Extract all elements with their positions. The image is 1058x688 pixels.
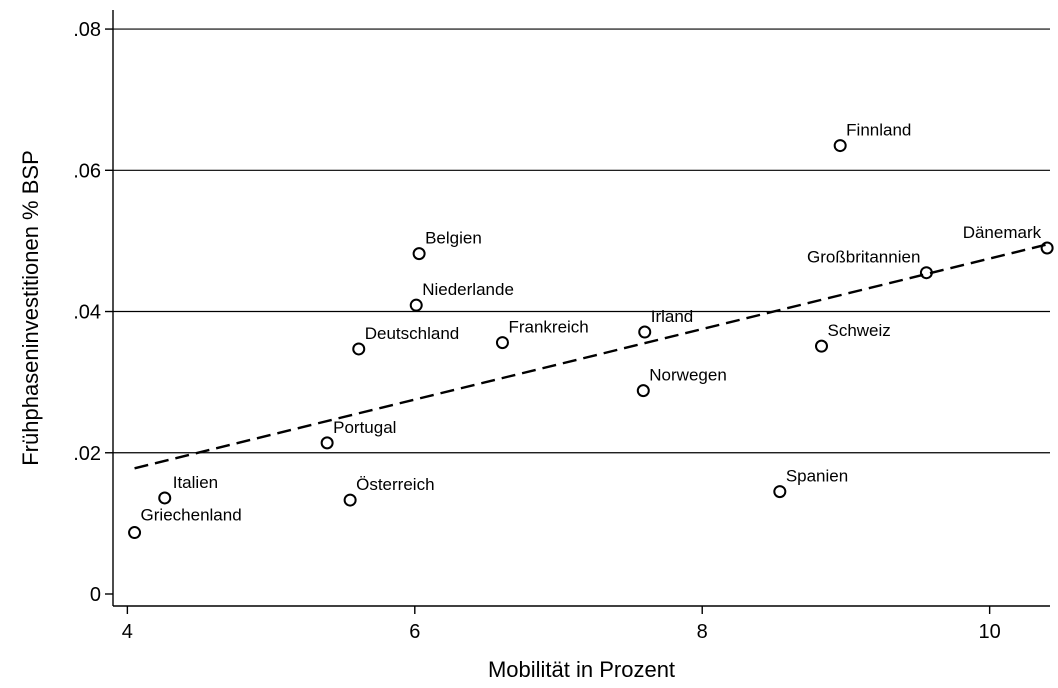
point-label: Österreich [356,475,434,494]
point-label: Finnland [846,121,911,140]
data-point [128,526,142,540]
x-tick-label: 6 [409,621,420,643]
y-tick-label: .06 [73,160,101,182]
point-label: Portugal [333,418,396,437]
y-tick-label: .02 [73,443,101,465]
data-points [128,139,1054,540]
data-point [352,342,366,356]
y-tick-label: 0 [90,584,101,606]
data-point [833,139,847,153]
data-point [158,491,172,505]
point-label: Schweiz [827,321,890,340]
fit-line [134,243,1048,470]
fit-line-group [134,243,1048,470]
x-axis-title: Mobilität in Prozent [488,657,675,682]
point-label: Frankreich [508,318,588,337]
y-tick-label: .04 [73,302,101,324]
data-point [320,436,334,450]
data-point [412,247,426,261]
data-point [919,266,933,280]
data-point [343,493,357,507]
axes: 0 .02 .04 .06 .08 4 6 8 10 [73,10,1050,643]
x-tick-label: 4 [122,621,133,643]
gridlines [113,28,1050,454]
data-point [636,384,650,398]
point-label: Niederlande [422,280,514,299]
point-label: Deutschland [365,324,460,343]
x-tick-label: 10 [979,621,1001,643]
y-tick-label: .08 [73,19,101,41]
data-point [1040,241,1054,255]
point-label: Dänemark [963,223,1042,242]
x-tick-label: 8 [697,621,708,643]
point-label: Belgien [425,229,482,248]
point-label: Griechenland [141,506,242,525]
point-label: Irland [651,307,694,326]
point-label: Italien [173,473,218,492]
data-point [409,298,423,312]
data-point [495,336,509,350]
data-point [773,485,787,499]
y-axis-title: Frühphaseninvestitionen % BSP [18,150,43,466]
point-label: Spanien [786,467,848,486]
data-point [814,339,828,353]
point-label: Großbritannien [807,248,920,267]
data-point [638,325,652,339]
point-label: Norwegen [649,366,727,385]
point-labels: Griechenland Italien Portugal Österreich Deu… [141,121,1042,525]
